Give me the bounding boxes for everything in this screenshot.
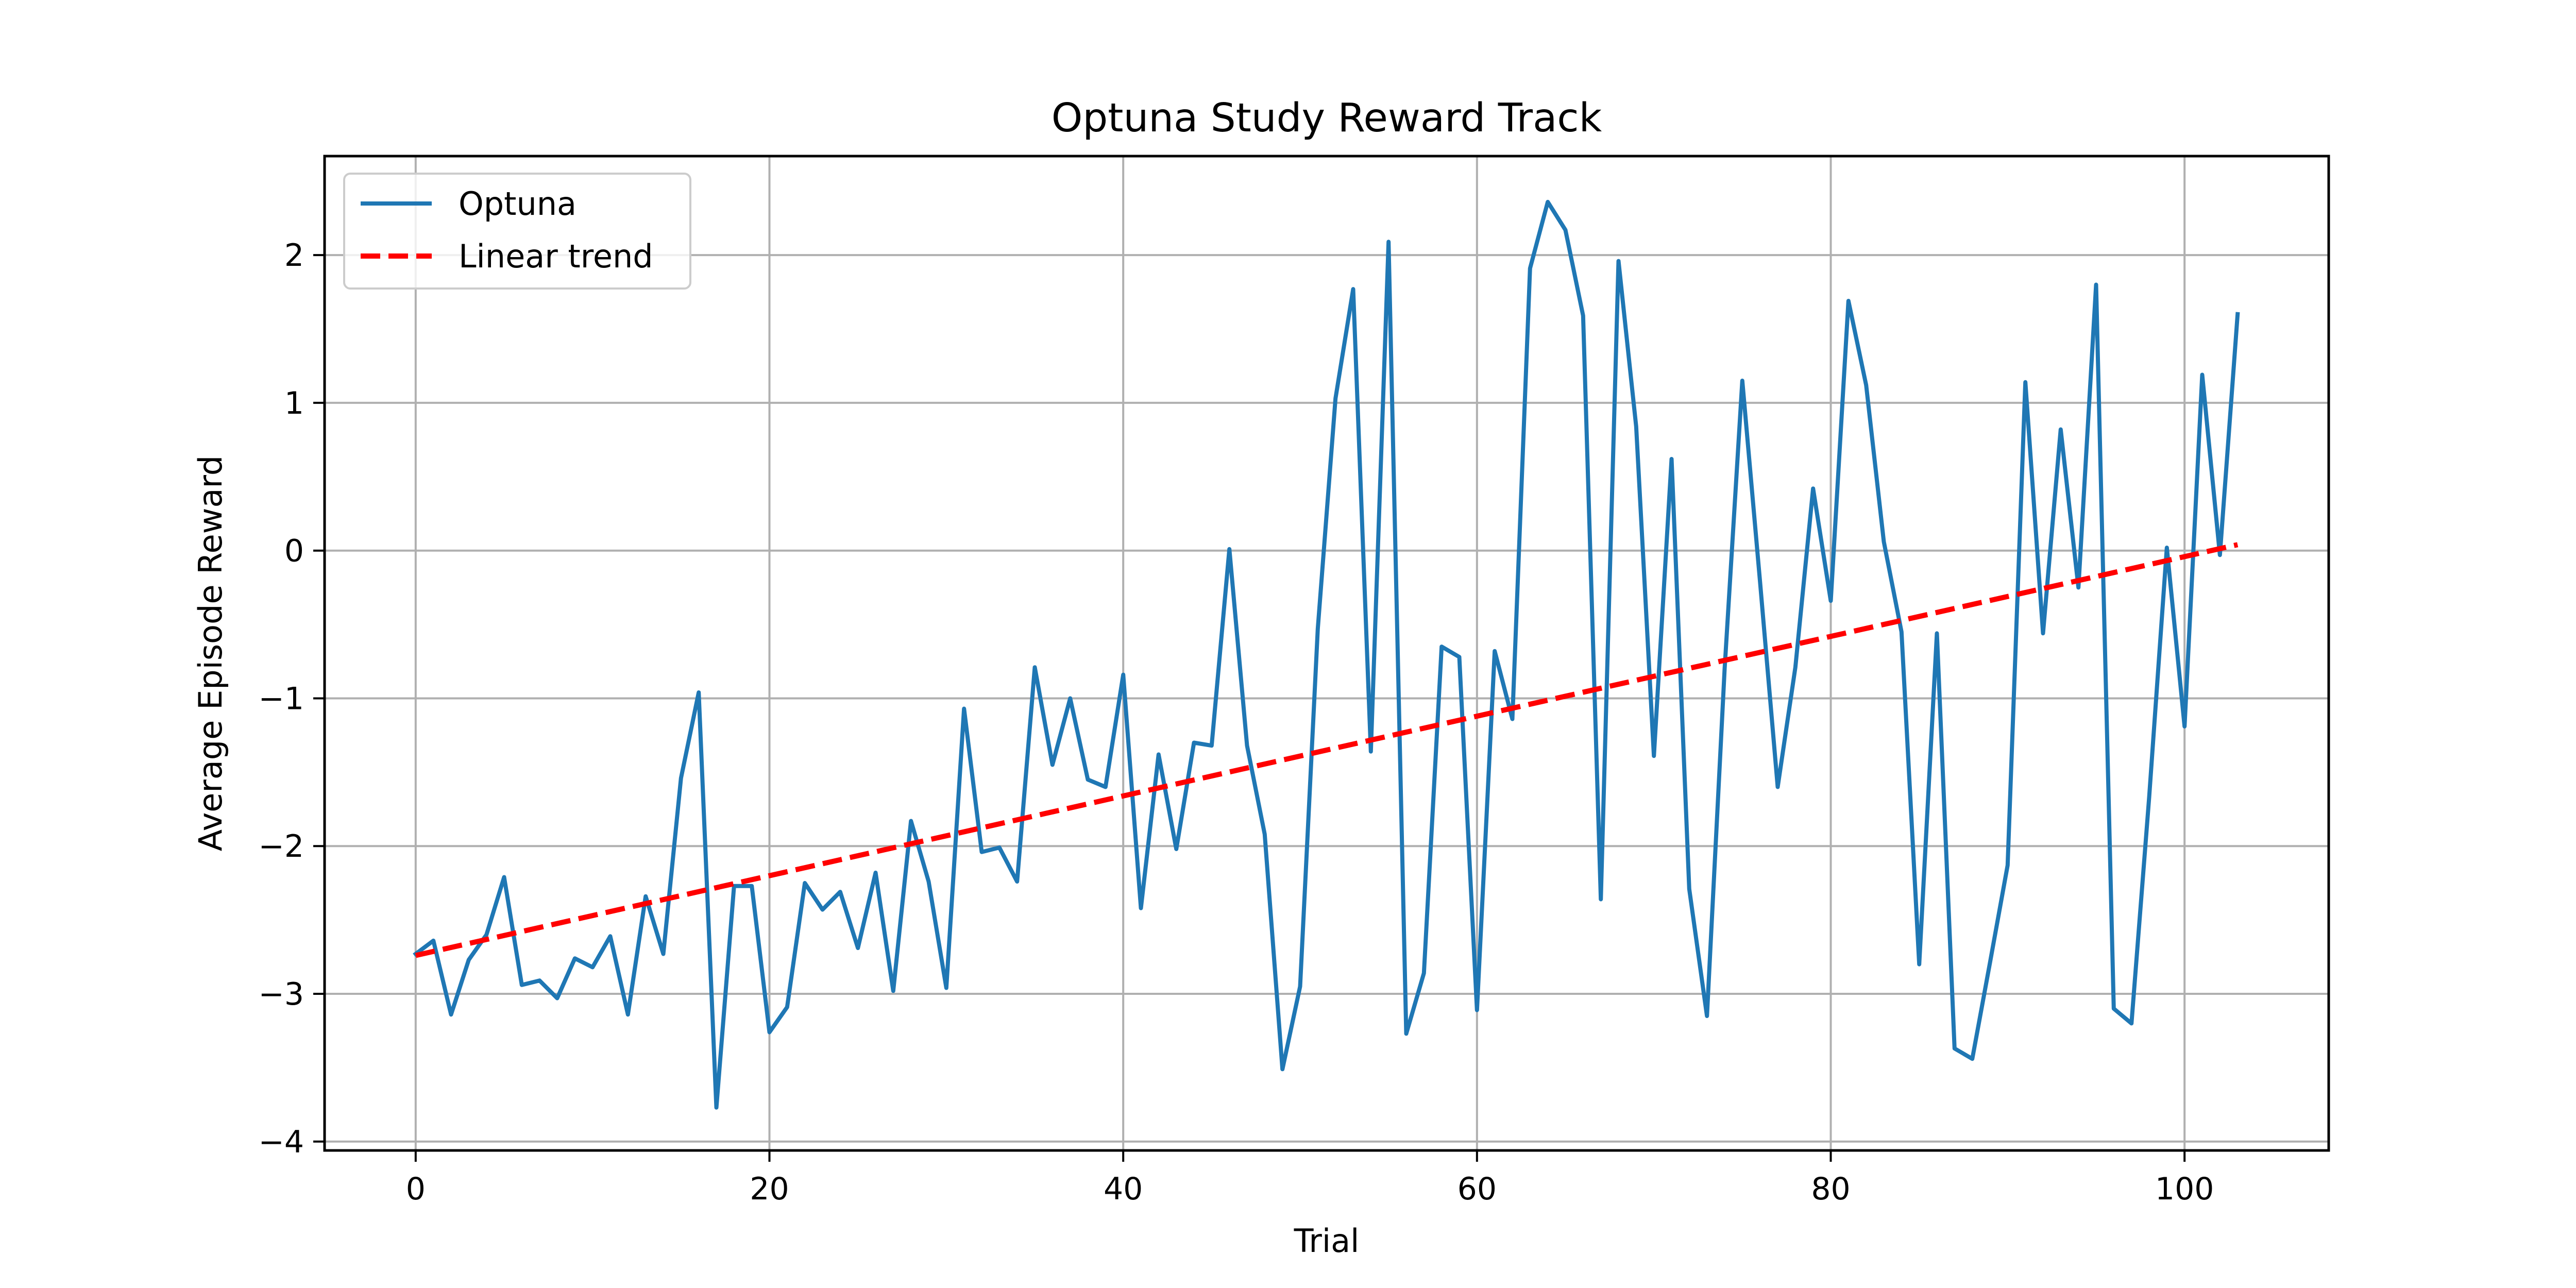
y-tick-label: −4 (259, 1124, 304, 1160)
y-tick-label: 1 (284, 385, 304, 421)
x-tick-label: 60 (1458, 1171, 1497, 1207)
series-lines (413, 199, 2240, 1110)
x-tick-label: 0 (406, 1171, 426, 1207)
legend-label: Optuna (459, 185, 577, 223)
grid (325, 156, 2329, 1150)
x-tick-label: 80 (1811, 1171, 1850, 1207)
series-line-optuna (413, 199, 2240, 1110)
series-line-linear-trend (415, 542, 2239, 958)
plot-frame (323, 155, 2330, 1152)
x-tick-label: 100 (2155, 1171, 2214, 1207)
y-tick-label: −1 (259, 681, 304, 717)
y-tick-label: −2 (259, 828, 304, 865)
y-axis-title: Average Episode Reward (192, 455, 229, 851)
ticks: 0 20 40 60 80 100 −4 −3 −2 −1 0 1 2 (259, 238, 2214, 1207)
legend: Optuna Linear trend (343, 173, 691, 290)
x-tick-label: 20 (750, 1171, 789, 1207)
y-tick-label: 2 (284, 238, 304, 274)
x-axis-title: Trial (1294, 1222, 1360, 1260)
y-tick-label: 0 (284, 533, 304, 569)
x-tick-label: 40 (1104, 1171, 1143, 1207)
chart-title: Optuna Study Reward Track (1052, 95, 1602, 141)
legend-label: Linear trend (459, 238, 653, 275)
y-tick-label: −3 (259, 976, 304, 1012)
